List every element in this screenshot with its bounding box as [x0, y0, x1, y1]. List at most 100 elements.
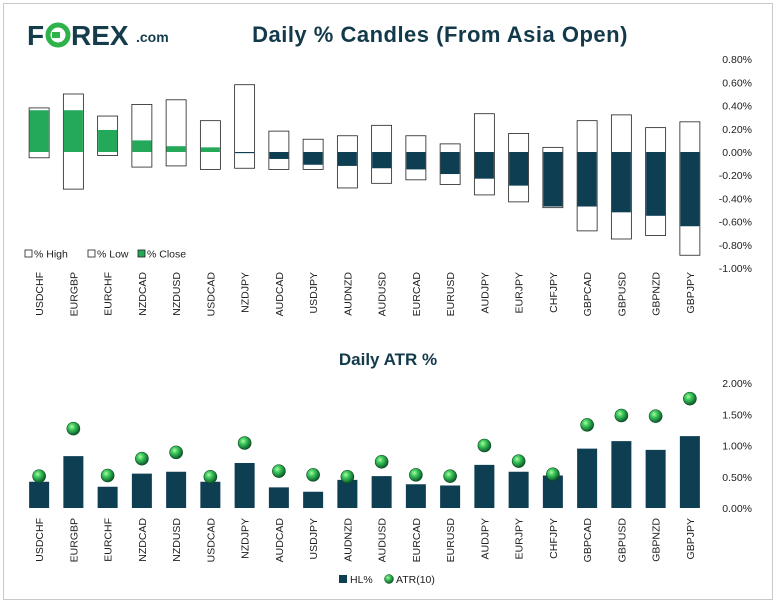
- candles-x-tick: GBPNZD: [651, 272, 663, 316]
- candles-x-tick: EURCHF: [103, 272, 115, 316]
- atr-x-tick: GBPCAD: [582, 518, 594, 563]
- atr-y-tick: 1.00%: [722, 441, 752, 453]
- candle-close: [680, 152, 700, 227]
- atr10-point: [546, 467, 560, 482]
- atr-x-tick: GBPNZD: [651, 518, 663, 562]
- candles-y-tick: -0.60%: [719, 217, 752, 229]
- candles-y-tick: 0.40%: [722, 101, 752, 113]
- candle-close: [166, 146, 186, 152]
- atr10-point: [443, 469, 457, 483]
- candles-legend: % High % Low % Close: [24, 249, 186, 261]
- atr-hl-bar: [166, 471, 187, 508]
- atr-hl-bar: [371, 476, 392, 508]
- atr-hl-bar: [303, 491, 324, 508]
- candles-x-tick: AUDJPY: [479, 272, 491, 313]
- candle-close: [646, 152, 666, 216]
- atr-y-tick: 0.50%: [722, 472, 752, 484]
- atr10-point: [374, 454, 389, 469]
- candle-close: [132, 140, 152, 152]
- atr-x-tick: EURUSD: [445, 518, 457, 563]
- atr-hl-bar: [577, 448, 598, 508]
- legend-low-swatch: [87, 249, 96, 258]
- candle-close: [63, 110, 83, 152]
- candles-x-tick: AUDCAD: [274, 272, 286, 317]
- atr-x-tick: EURGBP: [68, 518, 80, 562]
- legend-close-label: % Close: [147, 249, 186, 261]
- candles-x-tick: AUDNZD: [342, 272, 354, 316]
- atr-x-tick: AUDCAD: [274, 518, 286, 563]
- legend-hl-swatch: [339, 575, 347, 583]
- atr10-point: [203, 469, 218, 484]
- candles-x-tick: NZDJPY: [240, 272, 252, 313]
- candle-range: [234, 84, 256, 169]
- candle-close: [474, 152, 494, 179]
- legend-atr-swatch: [384, 574, 394, 584]
- legend-close-swatch: [137, 249, 146, 258]
- candle-close: [337, 152, 357, 166]
- candles-x-tick: EURGBP: [68, 272, 80, 316]
- atr-x-tick: AUDUSD: [377, 518, 389, 563]
- legend-low-label: % Low: [97, 249, 129, 261]
- atr-y-tick: 0.00%: [722, 503, 752, 515]
- atr-x-tick: USDJPY: [308, 518, 320, 559]
- candle-close: [543, 152, 563, 207]
- candles-x-tick: EURUSD: [445, 272, 457, 317]
- candle-range: [199, 120, 221, 170]
- candles-x-tick: GBPCAD: [582, 272, 594, 317]
- atr-hl-bar: [268, 487, 289, 508]
- candles-y-tick: -0.20%: [719, 170, 752, 182]
- atr-hl-bar: [611, 441, 632, 508]
- candles-y-tick: -1.00%: [719, 263, 752, 275]
- atr-hl-bar: [131, 473, 152, 508]
- candles-y-tick: 0.20%: [722, 124, 752, 136]
- atr-hl-bar: [508, 471, 529, 508]
- candle-range: [268, 130, 290, 170]
- candle-close: [577, 152, 597, 207]
- atr-hl-bar: [542, 475, 563, 508]
- chart-frame: [3, 3, 773, 600]
- atr-hl-bar: [29, 481, 50, 508]
- logo-suffix: .com: [136, 29, 169, 45]
- candles-y-tick: -0.40%: [719, 193, 752, 205]
- atr10-point: [683, 391, 697, 406]
- atr10-point: [66, 421, 81, 436]
- atr10-point: [614, 408, 629, 423]
- atr-hl-bar: [234, 463, 255, 508]
- atr-x-tick: NZDUSD: [171, 518, 183, 562]
- candle-close: [406, 152, 426, 170]
- atr-hl-bar: [200, 481, 221, 508]
- atr-x-tick: CHFJPY: [548, 518, 560, 559]
- candles-y-tick: 0.00%: [722, 147, 752, 159]
- atr-y-tick: 1.50%: [722, 409, 752, 421]
- forex-logo: F REX .com: [27, 20, 169, 51]
- atr10-point: [511, 454, 526, 468]
- candles-x-tick: GBPUSD: [616, 272, 628, 317]
- candle-close: [509, 152, 529, 186]
- atr-x-tick: EURCHF: [103, 518, 115, 562]
- candles-title: Daily % Candles (From Asia Open): [252, 22, 628, 47]
- atr10-point: [477, 438, 492, 453]
- atr-x-tick: NZDJPY: [240, 518, 252, 559]
- candles-x-tick: EURCAD: [411, 272, 423, 317]
- candle-range: [131, 104, 153, 168]
- candles-x-tick: NZDUSD: [171, 272, 183, 316]
- atr-title: Daily ATR %: [339, 350, 437, 369]
- atr10-point: [580, 418, 594, 432]
- candles-x-tick: USDJPY: [308, 272, 320, 313]
- atr-hl-bar: [97, 486, 118, 508]
- legend-atr-label: ATR(10): [396, 574, 435, 586]
- candle-close: [303, 152, 323, 165]
- atr-legend: HL% ATR(10): [339, 574, 435, 586]
- atr10-point: [135, 451, 149, 466]
- candle-close: [611, 152, 631, 213]
- atr10-point: [306, 468, 320, 482]
- logo-text: F: [27, 20, 44, 51]
- candle-range: [165, 99, 187, 167]
- candles-x-tick: GBPJPY: [685, 272, 697, 313]
- atr-hl-bar: [63, 456, 84, 508]
- atr-hl-bar: [474, 464, 495, 508]
- legend-high-swatch: [24, 249, 33, 258]
- atr-x-tick: GBPJPY: [685, 518, 697, 559]
- atr-chart: 2.00% 1.50% 1.00% 0.50% 0.00% USDCHF EURGBP EUR…: [29, 378, 752, 562]
